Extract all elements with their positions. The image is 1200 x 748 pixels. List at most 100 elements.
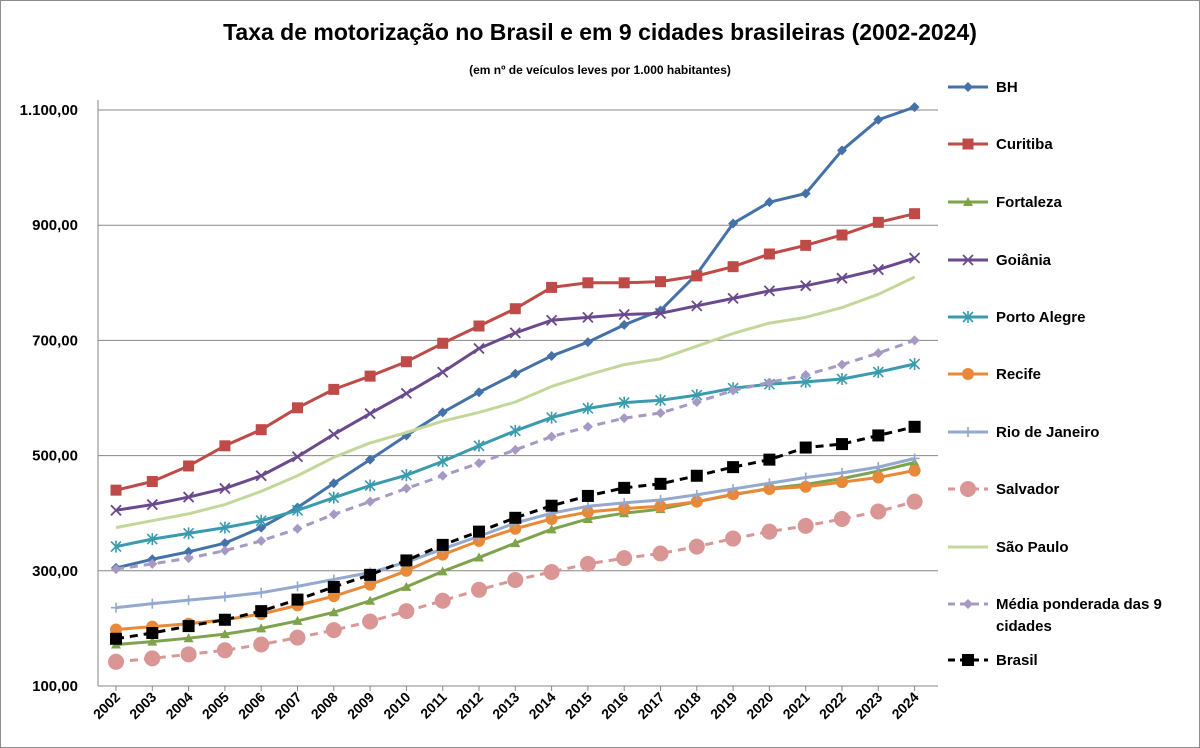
series-rio-de-janeiro-marker (256, 587, 267, 598)
series-recife-marker (327, 590, 340, 603)
series-recife-marker (618, 502, 631, 515)
series-curitiba-marker (328, 383, 340, 395)
series-sao-paulo (115, 275, 916, 530)
series-brasil-marker (218, 613, 231, 626)
series-porto-alegre-marker (582, 402, 594, 415)
series-salvador-marker (216, 642, 233, 659)
legend-bh: BH (948, 79, 1018, 96)
series-recife-marker (581, 506, 594, 519)
legend-curitiba-label: Curitiba (996, 136, 1053, 153)
series-porto-alegre-marker (509, 424, 521, 437)
series-goiania-marker (291, 451, 304, 463)
series-media-ponderada-das-9-cidades-marker (582, 421, 593, 432)
series-salvador-marker (761, 523, 778, 540)
series-porto-alegre-marker (328, 491, 340, 504)
series-brasil-marker (436, 538, 449, 551)
series-lines (108, 102, 923, 670)
series-bh-marker (800, 188, 811, 199)
legend-goiania-marker (962, 254, 974, 266)
series-curitiba-marker (146, 476, 158, 488)
legend: BH Curitiba Fortaleza Goiânia Porto Alegre Re… (948, 79, 1162, 669)
legend-goiania: Goiânia (948, 252, 1052, 269)
legend-fortaleza-marker (963, 197, 973, 206)
series-bh-marker (764, 197, 775, 208)
series-salvador-marker (398, 603, 415, 620)
series-brasil-marker (291, 593, 304, 606)
series-goiania-marker (727, 292, 739, 304)
series-curitiba-marker (473, 320, 485, 332)
series-salvador-marker (870, 503, 887, 520)
series-salvador-marker (507, 572, 524, 589)
series-recife-marker (436, 548, 449, 561)
series-salvador-marker (144, 650, 161, 667)
legend-recife-label: Recife (996, 366, 1041, 383)
series-recife-marker (690, 495, 703, 508)
series-porto-alegre-marker (909, 358, 921, 371)
series-curitiba-marker (727, 261, 739, 273)
series-porto-alegre (110, 358, 921, 553)
series-rio-de-janeiro-marker (909, 453, 920, 464)
series-media-ponderada-das-9-cidades-marker (619, 413, 630, 424)
series-goiania-marker (328, 428, 340, 440)
series-goiania (110, 252, 921, 516)
series-goiania-marker (908, 252, 921, 264)
series-recife-marker (400, 564, 413, 577)
series-salvador-marker (289, 629, 306, 646)
legend-curitiba: Curitiba (948, 136, 1053, 153)
series-curitiba-marker (509, 303, 521, 315)
series-brasil-marker (799, 441, 812, 454)
series-media-ponderada-das-9-cidades-marker (800, 369, 811, 380)
series-media-ponderada-das-9-cidades-marker (655, 407, 666, 418)
series-media-ponderada-das-9-cidades-marker (909, 335, 920, 346)
series-salvador-marker (434, 592, 451, 609)
series-rio-de-janeiro-marker (292, 581, 303, 592)
series-goiania-marker (182, 491, 195, 503)
series-curitiba-marker (400, 356, 412, 368)
legend-porto-alegre-marker (962, 311, 974, 323)
series-brasil-marker (727, 461, 740, 474)
series-curitiba-marker (691, 270, 703, 282)
series-rio-de-janeiro-marker (837, 467, 847, 478)
legend-bh-label: BH (996, 79, 1018, 96)
series-fortaleza-marker (437, 566, 448, 576)
series-curitiba-marker (364, 370, 376, 382)
series-media-ponderada-das-9-cidades-marker (691, 397, 702, 408)
series-bh-marker (437, 407, 448, 418)
series-media-ponderada-das-9-cidades-marker (111, 564, 121, 575)
series-brasil-marker (836, 438, 848, 451)
series-goiania-marker (654, 307, 667, 319)
series-curitiba-marker (836, 229, 848, 241)
series-bh-marker (365, 454, 376, 465)
series-brasil-marker (908, 420, 921, 433)
series-curitiba-marker (255, 424, 267, 436)
series-salvador-marker (688, 538, 705, 555)
legend-brasil-marker (962, 654, 974, 666)
series-porto-alegre-marker (219, 521, 231, 534)
legend-fortaleza: Fortaleza (948, 194, 1063, 211)
series-porto-alegre-marker (110, 540, 122, 553)
series-goiania-marker (473, 342, 485, 355)
series-media-ponderada-das-9-cidades-marker (764, 377, 775, 388)
legend-salvador-label: Salvador (996, 481, 1060, 498)
series-rio-de-janeiro-marker (728, 484, 739, 495)
series-rio-de-janeiro-marker (873, 462, 884, 473)
series-rio-de-janeiro-marker (691, 489, 702, 500)
series-curitiba-marker (618, 277, 630, 289)
y-tick-label: 700,00 (32, 332, 78, 349)
series-recife-marker (763, 483, 776, 496)
series-rio-de-janeiro-marker (183, 595, 194, 606)
legend-media-ponderada-das-9-cidades-label: Média ponderada das 9 cidades (996, 596, 1162, 635)
series-recife-marker (872, 471, 885, 484)
series-porto-alegre-marker (400, 469, 412, 482)
series-salvador-marker (325, 622, 342, 639)
legend-salvador: Salvador (948, 481, 1060, 498)
legend-brasil-label: Brasil (996, 652, 1038, 669)
series-curitiba (110, 208, 921, 496)
legend-rio-de-janeiro-label: Rio de Janeiro (996, 424, 1099, 441)
series-salvador-marker (362, 613, 379, 630)
series-salvador-marker (253, 636, 270, 653)
series-bh-marker (546, 350, 557, 361)
series-media-ponderada-das-9-cidades-marker (546, 431, 557, 442)
series-goiania-marker (836, 272, 848, 284)
